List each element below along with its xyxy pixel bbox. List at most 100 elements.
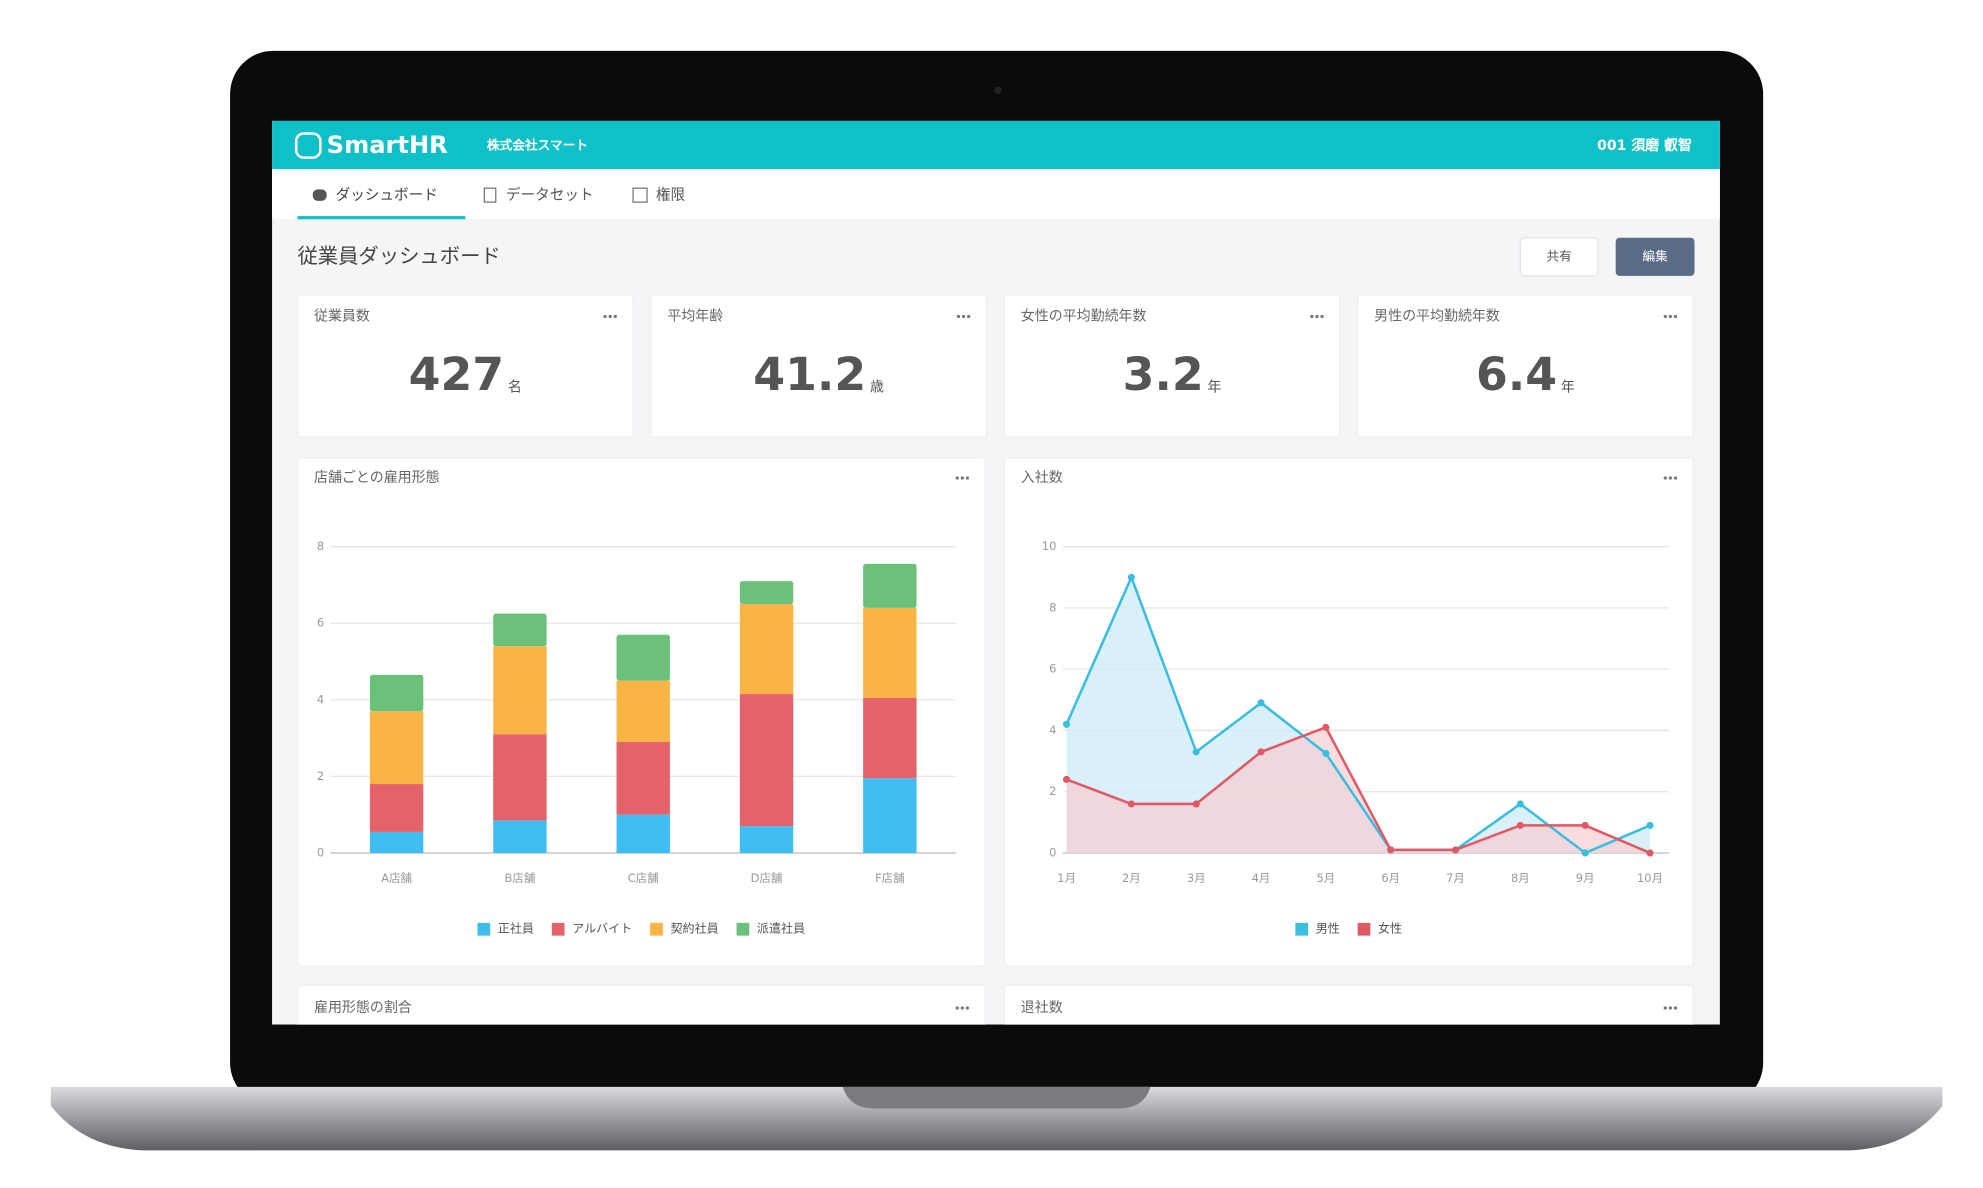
x-tick-label: 8月	[1511, 871, 1530, 885]
bar-segment	[493, 646, 547, 735]
card	[296, 984, 986, 1025]
kpi-unit: 年	[1561, 380, 1575, 396]
button-label[interactable]: 共有	[1546, 248, 1571, 263]
bar-segment	[616, 814, 670, 853]
point	[1062, 775, 1071, 784]
kpi-unit: 歳	[870, 380, 884, 396]
point	[1322, 749, 1330, 757]
x-tick-label: 9月	[1576, 871, 1595, 885]
menu-dot	[1315, 314, 1319, 319]
bar-segment	[493, 734, 547, 821]
point	[1516, 821, 1524, 829]
kpi-value: 427	[409, 348, 504, 401]
nav-active-indicator	[297, 216, 466, 220]
y-tick-label: 8	[1049, 600, 1056, 614]
menu-dot	[956, 314, 961, 319]
kpi-value: 41.2	[753, 348, 866, 401]
notch	[842, 1086, 1151, 1109]
menu-dot	[955, 476, 959, 480]
menu-dot	[1663, 314, 1667, 319]
bar-segment	[863, 607, 917, 698]
bar-segment	[863, 697, 917, 779]
laptop: SmartHR 株式会社スマート 001 須磨 叡智 ダッシュボード データセッ…	[50, 50, 1943, 1151]
kpi-unit: 年	[1207, 380, 1221, 396]
page-title: 従業員ダッシュボード	[297, 244, 500, 268]
menu-dot	[1663, 476, 1667, 480]
point	[1581, 849, 1589, 857]
logo-icon	[294, 132, 322, 159]
legend: 正社員 アルバイト 契約社員 派遣社員	[477, 921, 805, 936]
legend-label: 派遣社員	[757, 921, 805, 936]
point	[1581, 821, 1589, 829]
card-title: 退社数	[1021, 1000, 1063, 1016]
menu-dot	[1320, 314, 1324, 319]
legend: 男性 女性	[1295, 921, 1402, 936]
bar-segment	[369, 674, 424, 712]
menu-dot	[965, 476, 970, 480]
menu-dot	[961, 314, 966, 319]
kpi-label: 男性の平均勤続年数	[1374, 308, 1500, 325]
screen: SmartHR 株式会社スマート 001 須磨 叡智 ダッシュボード データセッ…	[272, 120, 1720, 1025]
menu-dot	[1310, 314, 1314, 319]
bar-segment	[369, 784, 424, 832]
menu-dot	[960, 476, 964, 480]
point	[1516, 800, 1524, 808]
y-tick-label: 0	[317, 845, 324, 859]
menu-dot	[1673, 476, 1678, 480]
legend-label: アルバイト	[572, 922, 632, 936]
menu-dot	[608, 314, 612, 319]
point	[1257, 699, 1265, 707]
point	[1192, 800, 1200, 808]
kpi-label: 平均年齢	[667, 309, 723, 325]
point	[1322, 723, 1330, 731]
chart-title: 入社数	[1021, 470, 1063, 486]
y-tick-label: 4	[1049, 723, 1056, 737]
nav-tab[interactable]: 権限	[656, 187, 686, 204]
bar-segment	[616, 634, 670, 681]
menu-dot	[1668, 1006, 1673, 1010]
x-tick-label: 7月	[1446, 871, 1465, 885]
y-tick-label: 0	[1049, 845, 1056, 859]
y-tick-label: 6	[1049, 662, 1056, 676]
bar-segment	[369, 831, 424, 853]
menu-dot	[1668, 476, 1673, 480]
bar-segment	[616, 680, 670, 742]
user-name[interactable]: 001 須磨 叡智	[1597, 137, 1692, 154]
bar-segment	[863, 778, 917, 853]
bar-segment	[616, 741, 670, 815]
x-tick-label: 3月	[1187, 871, 1206, 885]
menu-dot	[960, 1006, 964, 1010]
share-button[interactable]	[1519, 237, 1599, 277]
menu-dot	[1663, 1006, 1667, 1010]
point	[1062, 720, 1071, 728]
menu-dot	[1668, 314, 1673, 319]
nav-bar	[272, 169, 1720, 219]
card	[296, 294, 634, 438]
bar-segment	[369, 711, 424, 785]
bar-segment	[493, 613, 547, 647]
nav-tab[interactable]: ダッシュボード	[336, 187, 438, 204]
x-tick-label: 6月	[1381, 871, 1400, 885]
legend-label: 正社員	[498, 921, 534, 936]
x-tick-label: 5月	[1317, 871, 1336, 885]
point	[1387, 846, 1395, 854]
area-fill	[1066, 577, 1651, 853]
company-name: 株式会社スマート	[487, 138, 588, 153]
card	[1003, 984, 1694, 1025]
x-tick-label: F店舗	[875, 871, 904, 885]
legend-label: 契約社員	[670, 921, 718, 936]
button-label[interactable]: 編集	[1642, 248, 1668, 263]
point	[1127, 573, 1135, 581]
x-tick-label: A店舗	[381, 871, 412, 885]
edit-button[interactable]	[1615, 237, 1695, 276]
nav-tab[interactable]: データセット	[506, 186, 594, 204]
card	[1003, 294, 1341, 438]
kpi-label: 従業員数	[314, 309, 370, 325]
x-tick-label: 1月	[1057, 871, 1076, 885]
x-tick-label: D店舗	[751, 871, 783, 885]
x-tick-label: B店舗	[505, 871, 536, 885]
bar-segment	[739, 604, 794, 695]
y-tick-label: 2	[317, 769, 324, 783]
legend-label: 女性	[1378, 921, 1402, 936]
